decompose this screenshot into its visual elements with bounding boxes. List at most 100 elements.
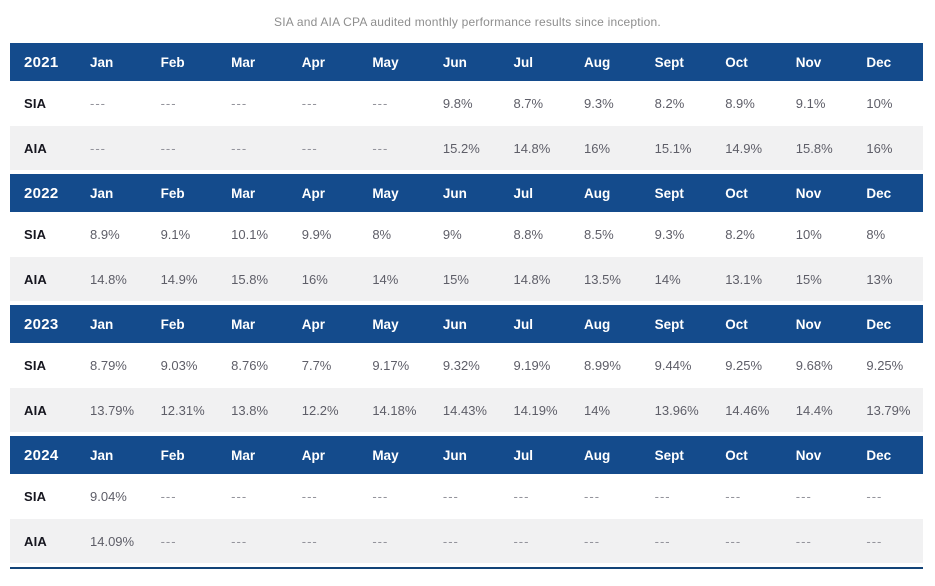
value-cell: 8.79% (90, 358, 127, 373)
value-cell: 9.25% (725, 358, 763, 373)
value-cell: --- (654, 489, 671, 504)
year-header-row: 2022 Jan Feb Mar Apr May Jun Jul Aug Sept Oct Nov D… (10, 174, 923, 212)
value-cell: --- (442, 533, 459, 549)
row-label: SIA (24, 358, 47, 373)
value-cell: 16% (301, 271, 328, 287)
value-cell: 15% (442, 271, 469, 287)
table-row: SIA 8.9% 9.1% 10.1% 9.9% 8% 9% 8.8% 8.5% 9.3% 8.2%… (10, 212, 923, 257)
value-cell: 15.8% (231, 271, 269, 287)
month-header: Jan (90, 54, 114, 70)
value-cell: 14.4% (795, 402, 833, 418)
month-header: May (372, 316, 399, 332)
value-cell: --- (231, 533, 248, 549)
value-cell: 14.46% (725, 402, 770, 418)
year-table: 2023 Jan Feb Mar Apr May Jun Jul Aug Sept Oct Nov D… (10, 305, 923, 432)
month-header: Jun (442, 54, 467, 70)
month-header: May (372, 185, 399, 201)
month-header: Jul (513, 316, 533, 332)
year-label: 2021 (24, 53, 59, 71)
month-header: Sept (654, 447, 684, 463)
value-cell: 14.8% (90, 271, 127, 287)
month-header: May (372, 54, 399, 70)
month-header: Feb (160, 447, 185, 463)
month-header: Jan (90, 185, 114, 201)
value-cell: 15.8% (795, 140, 833, 156)
value-cell: 14% (584, 402, 611, 418)
value-cell: 14.9% (160, 271, 198, 287)
value-cell: --- (301, 489, 318, 504)
value-cell: 9.3% (654, 227, 685, 242)
year-header-row: 2023 Jan Feb Mar Apr May Jun Jul Aug Sept Oct Nov D… (10, 305, 923, 343)
month-header: Sept (654, 185, 684, 201)
value-cell: --- (231, 489, 248, 504)
value-cell: --- (442, 489, 459, 504)
month-header: Aug (584, 316, 611, 332)
year-table: 2022 Jan Feb Mar Apr May Jun Jul Aug Sept Oct Nov D… (10, 174, 923, 301)
value-cell: 14.9% (725, 140, 763, 156)
value-cell: 13.1% (725, 271, 763, 287)
row-label: AIA (24, 271, 47, 287)
month-header: Apr (301, 316, 325, 332)
value-cell: 8.8% (513, 227, 544, 242)
value-cell: 15% (795, 271, 822, 287)
value-cell: --- (513, 533, 530, 549)
value-cell: --- (231, 96, 248, 111)
value-cell: 8.9% (90, 227, 120, 242)
value-cell: 9.68% (795, 358, 833, 373)
month-header: Apr (301, 447, 325, 463)
performance-tables: 2021 Jan Feb Mar Apr May Jun Jul Aug Sept Oct Nov D… (10, 43, 923, 563)
value-cell: --- (301, 96, 318, 111)
table-row: AIA 13.79% 12.31% 13.8% 12.2% 14.18% 14.43% 14.… (10, 388, 923, 432)
month-header: Mar (231, 316, 256, 332)
table-row: SIA --- --- --- --- --- 9.8% 8.7% 9.3% 8.2% 8.9% 9.… (10, 81, 923, 126)
value-cell: 13.96% (654, 402, 699, 418)
value-cell: 8% (866, 227, 886, 242)
table-row: AIA 14.8% 14.9% 15.8% 16% 14% 15% 14.8% 13.5% 14%… (10, 257, 923, 301)
value-cell: 9.17% (372, 358, 410, 373)
value-cell: 8.5% (584, 227, 614, 242)
row-label: AIA (24, 402, 47, 418)
value-cell: --- (584, 533, 601, 549)
month-header: Apr (301, 54, 325, 70)
value-cell: --- (584, 489, 601, 504)
table-row: AIA 14.09% --- --- --- --- --- --- --- --- --- --- -… (10, 519, 923, 563)
month-header: Aug (584, 54, 611, 70)
row-label: SIA (24, 227, 47, 242)
value-cell: 13.79% (866, 402, 911, 418)
value-cell: 12.31% (160, 402, 205, 418)
value-cell: 10.1% (231, 227, 269, 242)
value-cell: 14% (654, 271, 681, 287)
value-cell: --- (372, 489, 389, 504)
row-label: SIA (24, 96, 47, 111)
year-label: 2023 (24, 315, 59, 333)
month-header: Jun (442, 447, 467, 463)
value-cell: 8.99% (584, 358, 621, 373)
value-cell: 10% (866, 96, 893, 111)
year-header-row: 2024 Jan Feb Mar Apr May Jun Jul Aug Sept Oct Nov D… (10, 436, 923, 474)
value-cell: 14.8% (513, 271, 551, 287)
year-header-row: 2021 Jan Feb Mar Apr May Jun Jul Aug Sept Oct Nov D… (10, 43, 923, 81)
page-title: SIA and AIA CPA audited monthly performa… (274, 15, 661, 29)
month-header: Dec (866, 447, 892, 463)
month-header: Jan (90, 447, 114, 463)
month-header: Mar (231, 447, 256, 463)
month-header: Jul (513, 185, 533, 201)
month-header: Nov (795, 54, 822, 70)
month-header: Dec (866, 54, 892, 70)
month-header: Oct (725, 316, 748, 332)
value-cell: 14.19% (513, 402, 558, 418)
row-label: AIA (24, 140, 47, 156)
month-header: Dec (866, 185, 892, 201)
value-cell: 9.04% (90, 489, 127, 504)
value-cell: 9.32% (442, 358, 480, 373)
value-cell: --- (866, 489, 883, 504)
value-cell: 9.8% (442, 96, 473, 111)
value-cell: 14.18% (372, 402, 417, 418)
month-header: Jul (513, 54, 533, 70)
value-cell: 7.7% (301, 358, 332, 373)
value-cell: 9.3% (584, 96, 614, 111)
value-cell: --- (725, 533, 742, 549)
value-cell: 14.09% (90, 533, 135, 549)
value-cell: 8.76% (231, 358, 269, 373)
month-header: Dec (866, 316, 892, 332)
